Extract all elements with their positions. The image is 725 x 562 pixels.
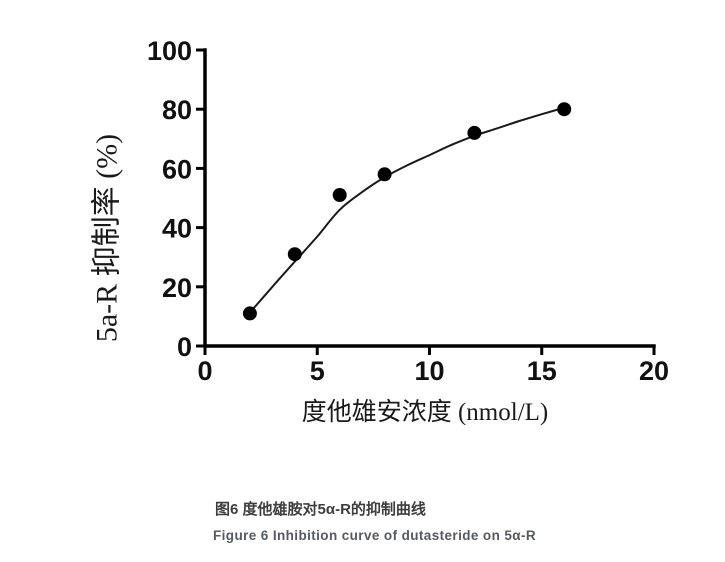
- y-tick-label: 20: [162, 273, 192, 303]
- y-tick-label: 80: [162, 95, 192, 125]
- axis-ticks: [196, 48, 656, 355]
- x-tick-label: 10: [414, 356, 444, 386]
- data-point: [377, 167, 392, 182]
- x-axis-title: 度他雄安浓度 (nmol/L): [302, 398, 549, 426]
- caption-english: Figure 6 Inhibition curve of dutasteride…: [213, 528, 537, 543]
- chart-canvas: 0 20 40 60 80 100 0 5 10 15 20 5a-R 抑制率 (%) 度他雄安浓度…: [91, 36, 670, 426]
- x-tick-label: 20: [639, 356, 669, 386]
- y-tick-label: 0: [177, 332, 192, 362]
- fit-curve-line: [249, 106, 565, 314]
- caption-chinese: 图6 度他雄胺对5α-R的抑制曲线: [215, 501, 426, 518]
- data-point: [557, 102, 572, 117]
- y-axis-title: 5a-R 抑制率 (%): [91, 134, 124, 342]
- data-point: [287, 247, 302, 262]
- data-points: [242, 102, 572, 321]
- x-tick-label: 5: [310, 356, 325, 386]
- data-point: [467, 125, 482, 140]
- y-tick-label: 40: [162, 214, 192, 244]
- axis-lines: [203, 48, 656, 348]
- x-tick-label: 0: [197, 356, 212, 386]
- axis-tick-labels: 0 20 40 60 80 100 0 5 10 15 20: [147, 36, 669, 386]
- x-tick-label: 15: [527, 356, 557, 386]
- y-tick-label: 100: [147, 36, 192, 66]
- data-point: [242, 306, 257, 321]
- data-point: [332, 188, 347, 202]
- y-tick-label: 60: [162, 154, 192, 184]
